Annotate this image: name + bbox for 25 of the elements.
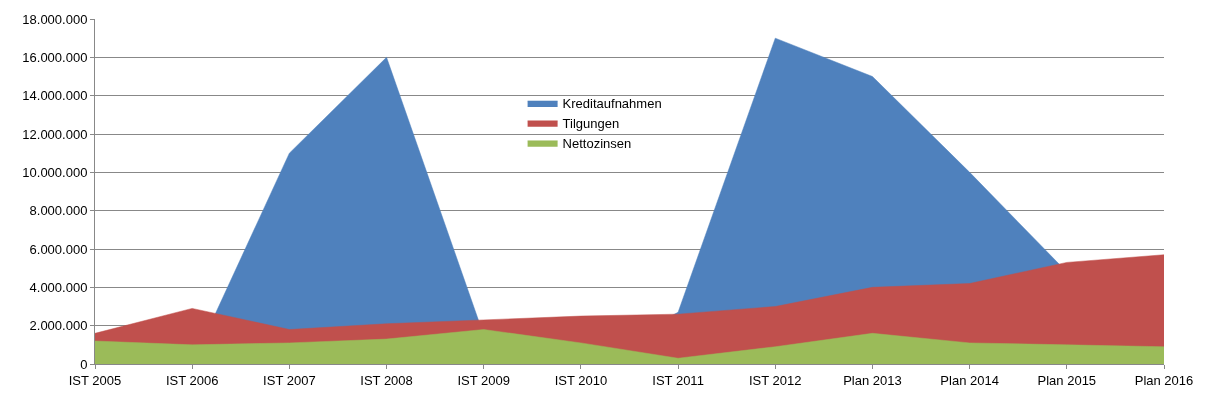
y-tick-label: 8.000.000 [29, 203, 88, 219]
x-tick-label: IST 2008 [360, 372, 413, 388]
x-tick-label: IST 2005 [68, 372, 122, 388]
x-tick-label: IST 2009 [457, 372, 510, 388]
x-tick-label: IST 2012 [749, 372, 802, 388]
y-tick-label: 14.000.000 [22, 88, 88, 104]
legend-label: Tilgungen [562, 115, 620, 131]
y-tick-label: 16.000.000 [22, 49, 88, 65]
y-tick-label: 12.000.000 [22, 126, 88, 142]
x-tick-label: IST 2011 [652, 372, 704, 388]
x-tick-label: Plan 2014 [940, 372, 999, 388]
y-tick-label: 10.000.000 [22, 164, 88, 180]
legend-label: Nettozinsen [562, 135, 632, 151]
legend-label: Kreditaufnahmen [562, 96, 662, 112]
x-tick-label: IST 2006 [165, 372, 219, 388]
x-tick-label: Plan 2016 [1134, 372, 1194, 388]
x-tick-label: Plan 2013 [843, 372, 902, 388]
y-tick-label: 4.000.000 [29, 279, 88, 295]
y-tick-label: 18.000.000 [22, 11, 88, 27]
y-tick-label: 0 [80, 356, 88, 372]
y-tick-label: 6.000.000 [29, 241, 88, 257]
x-tick-label: IST 2010 [554, 372, 608, 388]
x-tick-label: IST 2007 [263, 372, 316, 388]
y-tick-label: 2.000.000 [29, 318, 88, 334]
x-tick-label: Plan 2015 [1037, 372, 1097, 388]
